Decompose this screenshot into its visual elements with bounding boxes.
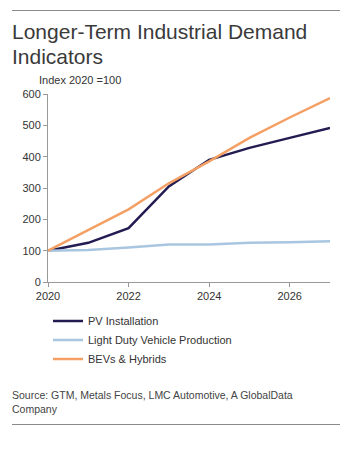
svg-text:100: 100 [22, 245, 40, 257]
svg-text:2024: 2024 [197, 290, 221, 302]
svg-text:400: 400 [22, 151, 40, 163]
svg-text:2022: 2022 [116, 290, 140, 302]
svg-text:2026: 2026 [277, 290, 301, 302]
svg-text:0: 0 [35, 276, 41, 288]
svg-text:BEVs & Hybrids: BEVs & Hybrids [88, 353, 167, 365]
svg-text:300: 300 [22, 182, 40, 194]
svg-text:600: 600 [22, 88, 40, 100]
svg-text:PV Installation: PV Installation [88, 315, 158, 327]
html-text:Source: GTM, Metals Focus, LMC: Source: GTM, Metals Focus, LMC Automotiv… [12, 389, 293, 415]
svg-text:200: 200 [22, 213, 40, 225]
svg-text:500: 500 [22, 119, 40, 131]
svg-text:Index 2020 =100: Index 2020 =100 [39, 74, 121, 86]
svg-text:Light Duty Vehicle Production: Light Duty Vehicle Production [88, 334, 232, 346]
svg-text:2020: 2020 [36, 290, 60, 302]
html-text:Longer-Term Industrial Demand: Longer-Term Industrial Demand Indicators [12, 20, 308, 68]
